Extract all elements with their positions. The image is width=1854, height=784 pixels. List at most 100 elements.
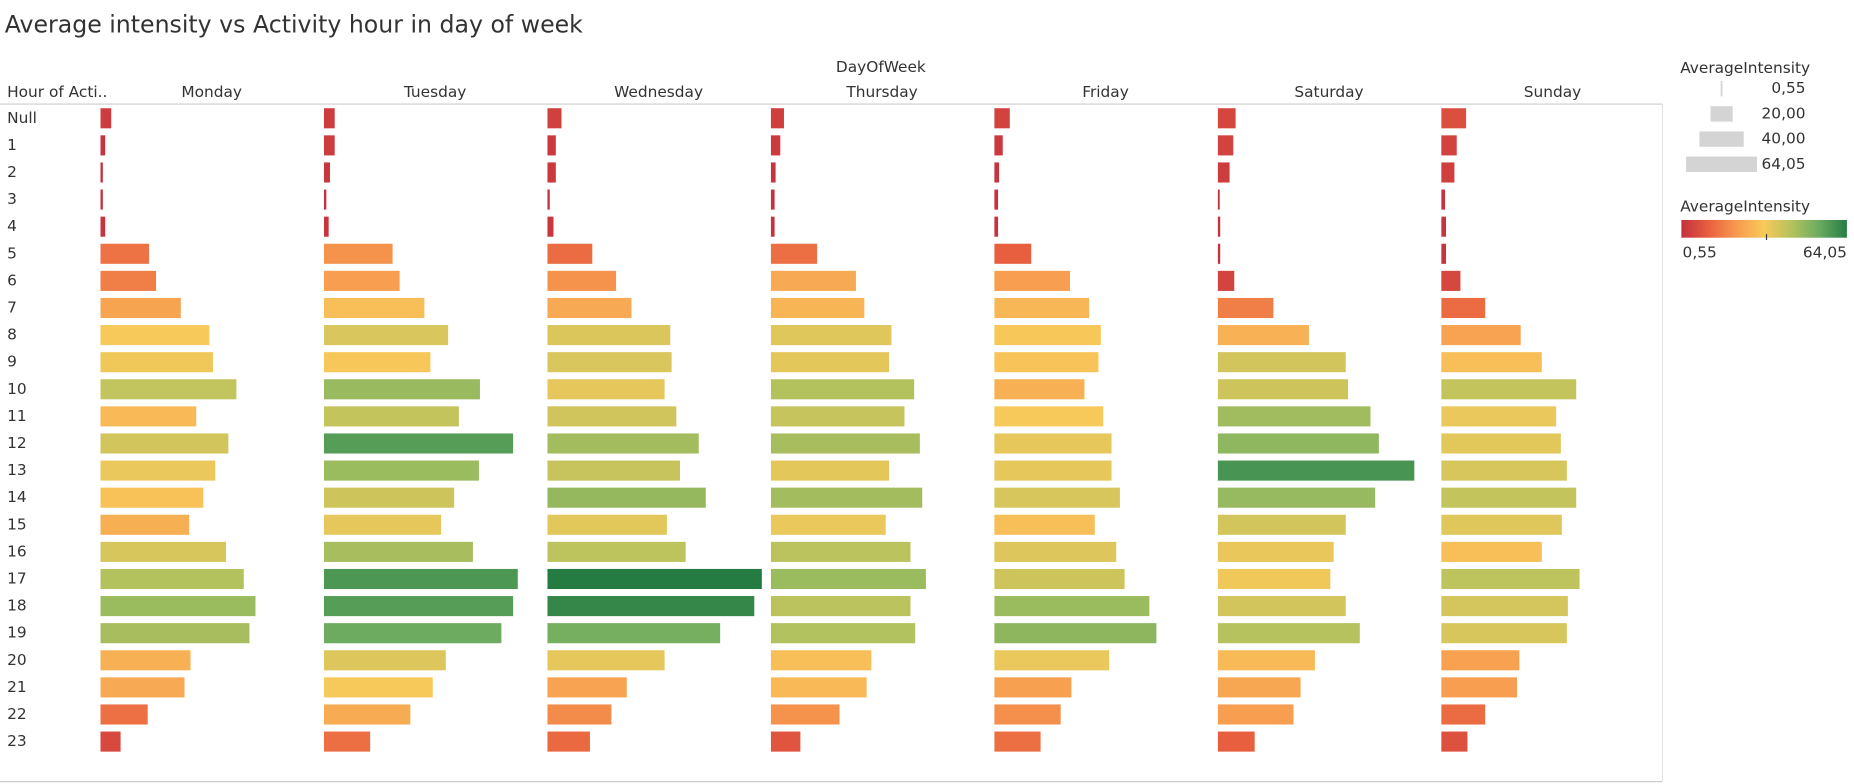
bar: [770, 596, 911, 617]
bar: [994, 325, 1101, 346]
bar: [100, 297, 181, 319]
chart-title: Average intensity vs Activity hour in da…: [5, 11, 583, 39]
bar: [1217, 216, 1221, 237]
bar: [994, 731, 1041, 752]
bar: [994, 216, 999, 237]
row-label: 10: [7, 380, 27, 398]
bar: [1217, 352, 1346, 373]
bar: [1217, 108, 1236, 129]
bar: [323, 243, 393, 264]
bar: [994, 162, 1000, 183]
bar: [547, 270, 617, 291]
bar: [1441, 406, 1557, 427]
bar: [1441, 731, 1468, 752]
bar: [994, 487, 1120, 508]
bar: [1217, 270, 1235, 291]
bar: [770, 297, 865, 319]
bar: [770, 216, 775, 237]
bar: [1217, 623, 1360, 644]
bar: [547, 487, 706, 508]
bar: [994, 297, 1090, 319]
color-ramp: [1681, 219, 1847, 238]
bar: [994, 189, 999, 210]
bar: [1217, 677, 1301, 698]
bar: [323, 650, 446, 671]
bar: [1441, 514, 1562, 535]
row-label: 9: [7, 353, 17, 371]
row-label: 17: [7, 569, 27, 587]
bar: [547, 731, 590, 752]
bar: [323, 162, 331, 183]
bar: [100, 541, 227, 562]
bar: [547, 623, 721, 644]
bar: [770, 677, 867, 698]
bar: [994, 433, 1112, 454]
bar: [1441, 189, 1446, 210]
bar: [1441, 162, 1455, 183]
bar: [100, 704, 148, 725]
bar: [1441, 352, 1542, 373]
bar: [1217, 189, 1220, 210]
bar: [323, 487, 455, 508]
bar: [547, 189, 550, 210]
bar: [323, 325, 449, 346]
row-label: 4: [7, 217, 17, 235]
bar: [323, 623, 502, 644]
size-legend-label: 20,00: [1762, 104, 1806, 122]
bar: [770, 135, 781, 156]
bar: [1217, 297, 1274, 319]
row-label: 19: [7, 624, 27, 642]
bar: [323, 135, 335, 156]
bar: [1441, 650, 1520, 671]
row-label: 12: [7, 434, 27, 452]
bar: [770, 514, 886, 535]
bar: [1217, 541, 1334, 562]
bar: [1217, 162, 1230, 183]
bar: [323, 352, 431, 373]
bar: [1441, 596, 1568, 617]
bar: [100, 731, 121, 752]
bar: [1441, 108, 1467, 129]
row-label: 18: [7, 597, 27, 615]
bar: [1217, 135, 1234, 156]
bar: [547, 460, 680, 481]
bar: [547, 568, 762, 590]
bar: [100, 216, 106, 237]
bar: [323, 460, 479, 481]
bar: [770, 433, 920, 454]
bar: [323, 704, 411, 725]
bar: [994, 460, 1112, 481]
bar: [323, 379, 480, 400]
row-label: Null: [7, 109, 37, 127]
bar: [1441, 270, 1461, 291]
bar: [1441, 135, 1457, 156]
bar: [323, 189, 327, 210]
bar: [547, 352, 672, 373]
bar: [994, 541, 1117, 562]
column-label: Sunday: [1524, 83, 1581, 101]
bar: [1441, 460, 1567, 481]
row-label: 16: [7, 542, 27, 560]
bar: [1217, 433, 1379, 454]
bar: [770, 325, 892, 346]
bar: [323, 216, 329, 237]
bar: [770, 568, 926, 590]
size-legend-label: 64,05: [1762, 155, 1806, 173]
row-label: 8: [7, 326, 17, 344]
size-legend-mark: [1720, 81, 1723, 97]
bar: [323, 568, 518, 590]
bar: [1441, 704, 1486, 725]
size-legend-mark: [1710, 106, 1733, 122]
column-label: Monday: [181, 83, 242, 101]
bar: [547, 379, 665, 400]
bar: [547, 406, 677, 427]
bar: [323, 596, 514, 617]
row-label: 2: [7, 163, 17, 181]
bar: [547, 243, 593, 264]
bar: [770, 270, 856, 291]
bar: [770, 189, 775, 210]
bar: [1217, 487, 1376, 508]
row-label: 1: [7, 136, 17, 154]
bar: [100, 189, 103, 210]
